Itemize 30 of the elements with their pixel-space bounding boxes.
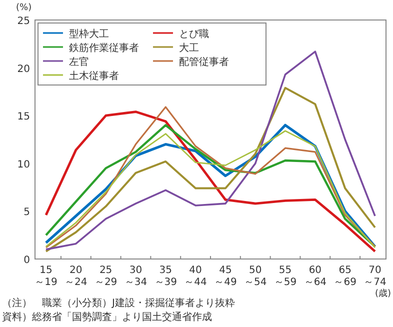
legend-label: 土木従事者	[69, 70, 119, 82]
y-tick-label: 15	[17, 112, 30, 123]
x-tick-label: 40～44	[184, 265, 207, 288]
x-tick-label: 25～29	[94, 265, 118, 288]
legend-label: 左官	[69, 56, 89, 68]
x-tick-label: 30～34	[124, 265, 148, 288]
legend-label: とび職	[179, 28, 209, 40]
legend-label: 大工	[179, 42, 199, 54]
x-tick-label: 45～49	[214, 265, 237, 288]
legend-label: 鉄筋作業従事者	[69, 42, 139, 54]
y-tick-label: 0	[24, 255, 30, 266]
text: 資料）総務省「国勢調査」より国土交通省作成	[2, 311, 212, 323]
x-tick-label: 60～64	[304, 265, 327, 288]
x-tick-label: 55～59	[274, 265, 297, 288]
x-tick-label: 20～24	[64, 265, 88, 288]
y-tick-label: 10	[17, 159, 30, 170]
x-tick-label: 35～39	[154, 265, 178, 288]
y-tick-label: 5	[24, 207, 30, 218]
line-series	[45, 50, 376, 250]
x-axis-title: (歳)	[374, 288, 391, 299]
legend-label: 配管従事者	[179, 56, 229, 68]
legend-label: 型枠大工	[69, 28, 109, 40]
text: （注） 職業（小分類）J建設・採掘従事者より抜粋	[2, 297, 235, 309]
x-tick-label: 65～69	[334, 265, 356, 288]
x-tick-label: 50～54	[244, 265, 267, 288]
y-tick-label: 25	[17, 16, 30, 27]
y-axis-title: (%)	[16, 3, 32, 13]
x-tick-label: 15～19	[34, 265, 58, 288]
y-tick-label: 20	[17, 64, 30, 75]
x-tick-label: 70～74	[364, 265, 386, 288]
